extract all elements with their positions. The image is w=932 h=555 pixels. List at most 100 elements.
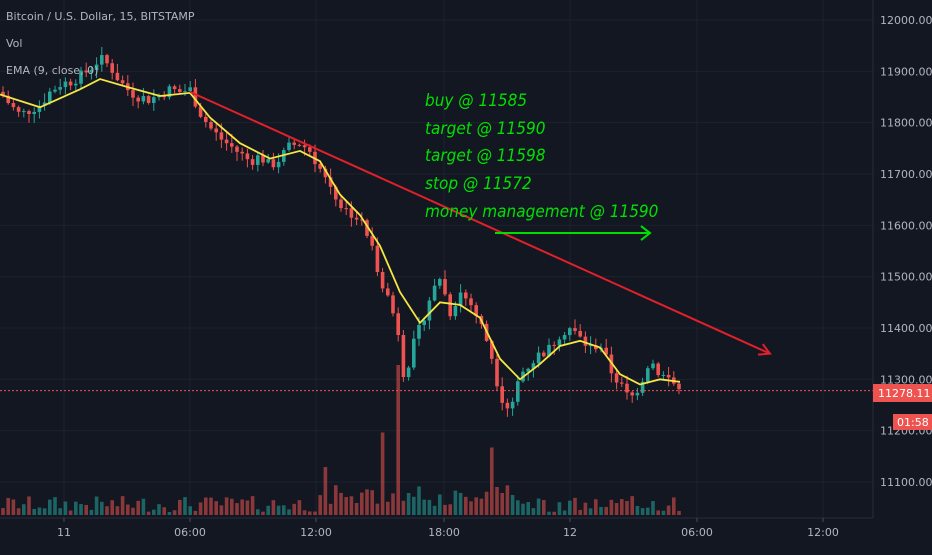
volume-bar	[391, 493, 395, 515]
candle-body	[500, 386, 504, 403]
price-tag-value: 11278.11	[878, 387, 931, 400]
volume-bar	[287, 509, 291, 515]
price-tick-label: 11700.00	[880, 168, 932, 181]
candle-body	[209, 122, 213, 129]
candle	[68, 78, 73, 91]
price-tag-box	[873, 384, 932, 402]
volume-bar	[422, 499, 426, 515]
candle-body	[27, 111, 31, 115]
volume-bar	[204, 497, 208, 515]
candle	[526, 367, 530, 381]
candle	[79, 66, 83, 89]
candle	[84, 62, 88, 78]
candle	[266, 154, 270, 164]
time-tick-label: 12	[563, 526, 577, 539]
candle-body	[63, 81, 68, 88]
legend-title[interactable]: Bitcoin / U.S. Dollar, 15, BITSTAMP	[6, 10, 195, 23]
volume-bar	[614, 503, 619, 515]
candle	[542, 350, 546, 358]
price-tick-label: 11800.00	[880, 117, 932, 130]
volume-bar	[136, 500, 140, 515]
candle	[344, 200, 348, 216]
candle	[63, 77, 68, 95]
candle-body	[328, 177, 333, 187]
candle	[235, 144, 239, 161]
candle-body	[526, 368, 530, 372]
volume-bar	[219, 505, 224, 515]
candle-body	[495, 358, 499, 387]
candle-body	[620, 382, 624, 384]
candle	[178, 84, 182, 94]
candle	[666, 367, 671, 387]
time-tick-label: 12:00	[300, 526, 332, 539]
candle-body	[594, 345, 598, 350]
time-tick-label: 18:00	[428, 526, 460, 539]
candle	[438, 277, 442, 289]
volume-bar	[443, 504, 447, 515]
candle-body	[178, 89, 182, 93]
candle-body	[677, 383, 681, 390]
candle	[22, 108, 26, 118]
volume-bar	[48, 499, 52, 515]
volume-bar	[344, 497, 348, 515]
candle-body	[276, 161, 281, 168]
candle	[380, 268, 385, 293]
green-arrowhead	[640, 225, 652, 241]
time-axis[interactable]	[0, 518, 932, 550]
volume-bar	[516, 500, 520, 515]
volume-bar	[536, 498, 541, 515]
candle-body	[386, 288, 390, 296]
candle-body	[32, 111, 36, 115]
volume-bar	[115, 506, 120, 515]
candle	[625, 375, 629, 400]
note-stop: stop @ 11572	[425, 174, 532, 194]
volume-bar	[250, 496, 255, 515]
price-tick-label: 11900.00	[880, 65, 932, 78]
candle-body	[105, 55, 109, 64]
candle-body	[531, 363, 536, 369]
candle-body	[37, 105, 42, 112]
candle	[396, 307, 400, 342]
volume-bar	[412, 496, 416, 515]
price-tick-label: 11500.00	[880, 271, 932, 284]
volume-bar	[94, 496, 99, 515]
candle	[146, 94, 151, 105]
candle-body	[297, 144, 302, 146]
volume-bar	[339, 492, 343, 515]
volume-bar	[58, 508, 62, 515]
candle-body	[230, 143, 234, 147]
volume-bar	[224, 497, 229, 515]
volume-bar	[677, 510, 681, 515]
candle	[365, 218, 369, 239]
price-axis[interactable]	[873, 0, 932, 518]
candle-body	[141, 96, 146, 102]
volume-bar	[583, 502, 588, 515]
candle-body	[651, 363, 655, 369]
candle-body	[427, 300, 432, 321]
candle-body	[240, 151, 244, 154]
legend-ema[interactable]: EMA (9, close, 0)	[6, 64, 98, 77]
time-tick-label: 11	[57, 526, 71, 539]
price-tick-label: 12000.00	[880, 14, 932, 27]
volume-bar	[63, 501, 68, 515]
candle-body	[308, 147, 312, 152]
volume-bar	[79, 504, 83, 515]
trendline-arrowhead	[757, 343, 772, 356]
candle-body	[391, 295, 395, 314]
volume-bar	[640, 508, 645, 515]
volume-bar	[396, 365, 400, 515]
volume-bar	[651, 501, 655, 515]
legend-vol[interactable]: Vol	[6, 37, 22, 50]
candle-body	[115, 72, 120, 81]
candle-body	[89, 69, 94, 73]
price-tick-label: 11400.00	[880, 322, 932, 335]
volume-bar	[308, 511, 312, 515]
candle	[37, 100, 42, 119]
candle	[53, 85, 57, 94]
candle-body	[360, 219, 364, 221]
volume-bar	[105, 506, 109, 515]
note-target-2: target @ 11598	[425, 146, 546, 166]
